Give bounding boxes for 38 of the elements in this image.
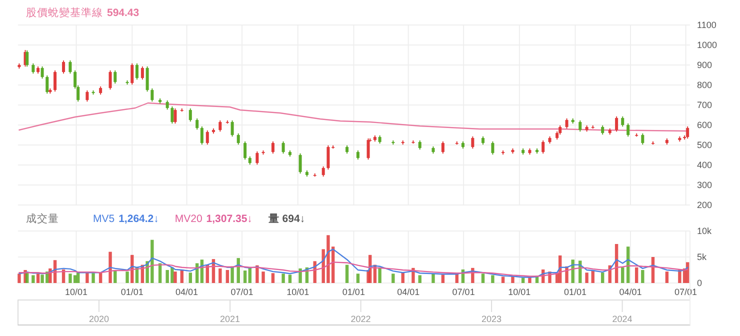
text: 量 694↓ — [267, 213, 306, 225]
y-tick-label: 800 — [697, 80, 712, 90]
x-tick-label: 01/01 — [120, 287, 144, 297]
y-tick-label: 1100 — [697, 20, 716, 30]
y-tick-label: 200 — [697, 200, 712, 210]
x-tick-label: 07/01 — [452, 287, 475, 297]
text: 594.43 — [107, 7, 140, 19]
x-tick-label: 04/01 — [175, 287, 198, 297]
x-tick-label: 10/01 — [286, 287, 310, 297]
y-tick-label: 600 — [697, 120, 712, 130]
x-tick-label: 04/01 — [619, 287, 642, 297]
x-tick-label: 10/01 — [508, 287, 531, 297]
y-tick-label: 700 — [697, 100, 712, 110]
y-tick-label: 1000 — [697, 40, 718, 50]
x2-tick-label: 2024 — [612, 314, 632, 324]
y-tick-label: 400 — [697, 160, 712, 170]
y-tick-label: 300 — [697, 180, 712, 190]
y-tick-label: 0 — [697, 278, 702, 288]
text: MV5 — [93, 213, 115, 225]
x-tick-label: 10/01 — [65, 287, 88, 297]
text: MV20 — [174, 213, 202, 225]
x-tick-label: 04/01 — [397, 287, 420, 297]
x2-tick-label: 2021 — [220, 314, 240, 324]
y-tick-label: 10k — [697, 226, 712, 236]
x-tick-label: 01/01 — [564, 287, 587, 297]
x2-tick-label: 2020 — [88, 314, 109, 324]
y-tick-label: 500 — [697, 140, 712, 150]
text: 1,264.2↓ — [118, 213, 159, 225]
x-tick-label: 07/01 — [674, 287, 698, 297]
x-tick-label: 01/01 — [342, 287, 365, 297]
text: 股價蛻變基準線 — [26, 6, 103, 19]
x-tick-label: 07/01 — [230, 287, 254, 297]
y-tick-label: 5k — [697, 252, 708, 262]
x2-tick-label: 2022 — [350, 314, 371, 324]
text: 1,307.35↓ — [206, 213, 252, 225]
chart-title: 成交量 — [26, 212, 59, 225]
x2-tick-label: 2023 — [482, 314, 502, 324]
y-tick-label: 900 — [697, 60, 712, 70]
